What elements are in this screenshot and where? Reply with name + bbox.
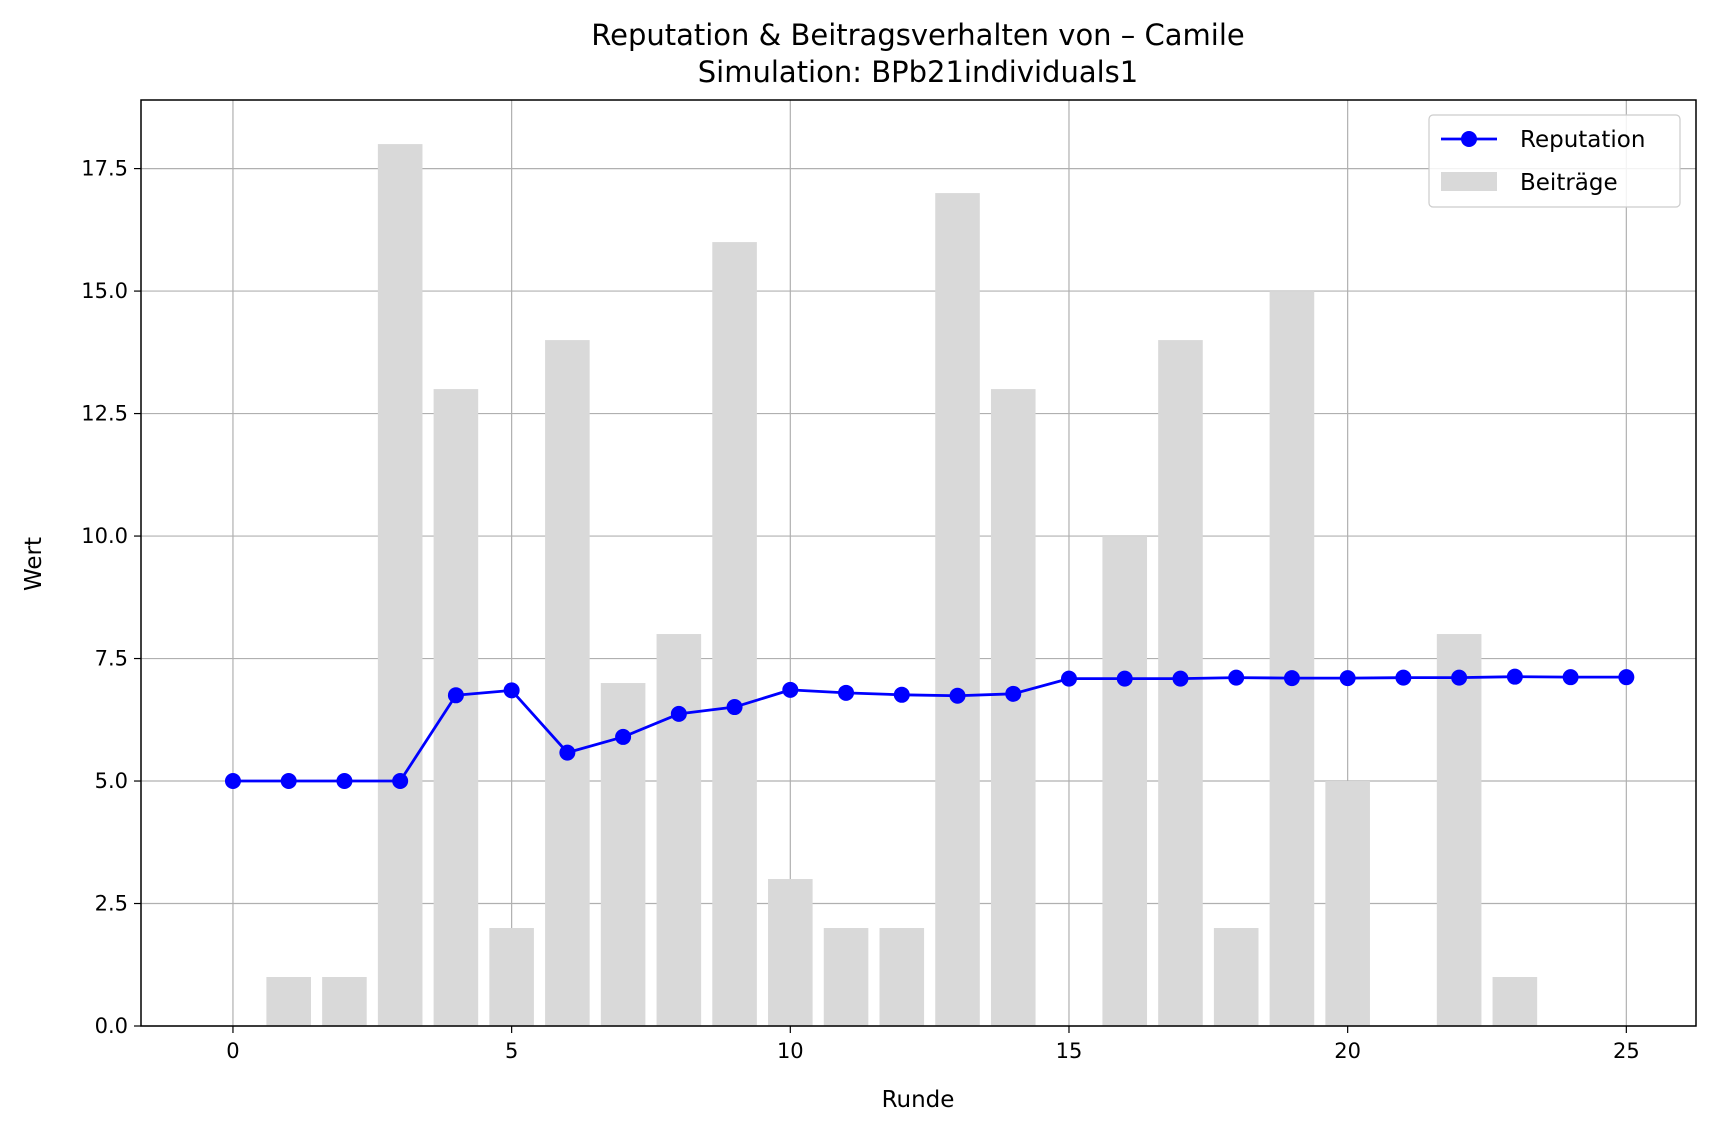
x-tick-label: 25	[1613, 1039, 1640, 1063]
bar-series	[266, 144, 1538, 1027]
bar-beitraege	[990, 389, 1036, 1026]
point-reputation	[1228, 669, 1245, 686]
bar-beitraege	[712, 242, 757, 1026]
point-reputation	[1060, 670, 1077, 687]
y-tick-label: 17.5	[81, 157, 128, 181]
y-tick-label: 5.0	[95, 769, 128, 793]
point-reputation	[1005, 685, 1022, 702]
point-reputation	[224, 773, 241, 790]
point-reputation	[503, 682, 520, 699]
y-tick-label: 10.0	[81, 524, 128, 548]
point-reputation	[1283, 670, 1300, 687]
point-reputation	[336, 773, 353, 790]
bar-beitraege	[768, 879, 813, 1026]
bar-beitraege	[1325, 781, 1370, 1026]
point-reputation	[559, 744, 576, 761]
axis-ticks: 0 5 10 15 20 25 0.0 2.5 5.0 7.5 10.0 12.5 15.0 17.5	[81, 157, 1639, 1063]
x-tick-label: 10	[777, 1039, 804, 1063]
x-axis-label: Runde	[882, 1087, 955, 1113]
plot-frame	[140, 99, 1697, 1027]
bar-beitraege	[1269, 291, 1315, 1027]
bar-beitraege	[322, 977, 367, 1026]
point-reputation	[615, 728, 632, 745]
y-tick-label: 2.5	[95, 892, 128, 916]
legend-label-beitraege: Beiträge	[1520, 170, 1618, 196]
chart-title: Reputation & Beitragsverhalten von – Cam…	[591, 18, 1244, 52]
legend-label-reputation: Reputation	[1520, 127, 1645, 153]
point-reputation	[447, 687, 464, 704]
line-series	[224, 668, 1635, 790]
line-reputation	[232, 675, 1627, 783]
point-reputation	[1562, 669, 1579, 686]
point-reputation	[838, 684, 855, 701]
y-tick-label: 0.0	[95, 1014, 128, 1038]
y-tick-label: 7.5	[95, 647, 128, 671]
bar-beitraege	[433, 389, 479, 1026]
point-reputation	[949, 687, 966, 704]
bar-beitraege	[1213, 928, 1259, 1026]
legend-marker-swatch	[1461, 131, 1477, 147]
y-axis-label: Wert	[21, 537, 47, 591]
bar-beitraege	[1492, 977, 1538, 1026]
bar-beitraege	[935, 193, 980, 1026]
point-reputation	[280, 773, 297, 790]
point-reputation	[392, 773, 409, 790]
point-reputation	[1618, 669, 1635, 686]
bar-beitraege	[823, 928, 869, 1026]
bar-beitraege	[879, 928, 925, 1026]
point-reputation	[782, 681, 799, 698]
bar-beitraege	[1436, 634, 1482, 1026]
x-tick-label: 0	[226, 1039, 239, 1063]
bar-beitraege	[266, 977, 311, 1026]
x-tick-label: 15	[1056, 1039, 1083, 1063]
y-tick-label: 15.0	[81, 279, 128, 303]
point-reputation	[670, 705, 687, 722]
point-reputation	[1451, 669, 1468, 686]
point-reputation	[1339, 670, 1356, 687]
x-tick-label: 5	[505, 1039, 518, 1063]
point-reputation	[1116, 670, 1133, 687]
bar-beitraege	[489, 928, 534, 1026]
bar-beitraege	[545, 340, 590, 1026]
point-reputation	[893, 686, 910, 703]
bar-beitraege	[1102, 536, 1148, 1026]
legend-bar-swatch	[1441, 172, 1497, 191]
point-reputation	[726, 699, 743, 716]
chart-subtitle: Simulation: BPb21individuals1	[698, 55, 1138, 89]
bar-beitraege	[377, 144, 423, 1027]
bar-beitraege	[656, 634, 702, 1026]
y-tick-label: 12.5	[81, 402, 128, 426]
point-reputation	[1506, 668, 1523, 685]
point-reputation	[1172, 670, 1189, 687]
legend: Reputation Beiträge	[1428, 114, 1681, 208]
x-tick-label: 20	[1334, 1039, 1361, 1063]
point-reputation	[1395, 669, 1412, 686]
